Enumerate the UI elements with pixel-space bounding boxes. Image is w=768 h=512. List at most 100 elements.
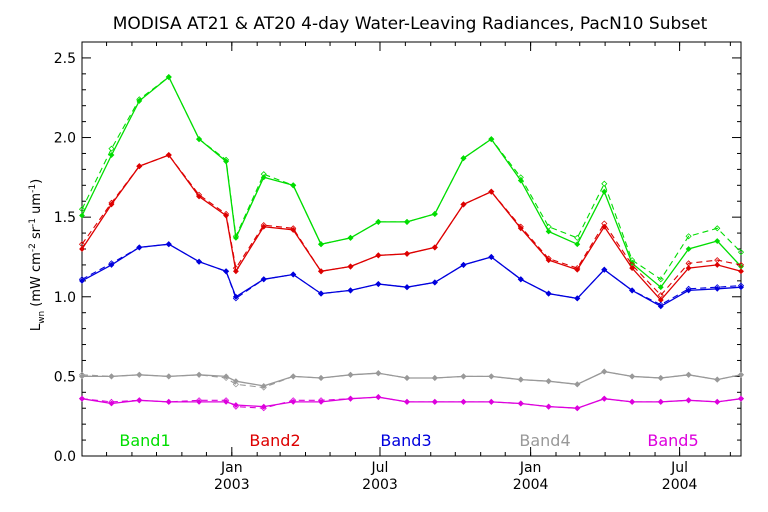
data-point	[232, 268, 239, 275]
data-point-dashed	[136, 96, 143, 103]
data-point	[685, 246, 692, 252]
data-point	[685, 265, 692, 272]
data-point-dashed	[165, 241, 172, 248]
data-point-dashed	[714, 225, 721, 232]
data-point-dashed	[347, 371, 354, 378]
data-point	[196, 371, 202, 378]
data-point-dashed	[545, 255, 552, 262]
data-point	[404, 375, 410, 381]
data-point	[714, 398, 721, 405]
data-point-dashed	[737, 395, 745, 402]
data-point-dashed	[488, 398, 495, 405]
x-tick-label-year: 2004	[513, 477, 549, 493]
data-point-dashed	[460, 201, 467, 208]
data-point-dashed	[165, 373, 172, 380]
data-point-dashed	[165, 73, 172, 81]
data-point	[232, 234, 239, 241]
data-point	[136, 371, 143, 378]
data-point-dashed	[714, 398, 721, 405]
legend-entry-band4: Band4	[519, 431, 570, 450]
data-point-dashed	[685, 233, 692, 240]
y-tick-label: 1.5	[54, 210, 76, 226]
data-point-dashed	[232, 265, 239, 272]
data-point	[290, 373, 297, 380]
data-point-dashed	[737, 282, 745, 289]
data-point-dashed	[317, 374, 325, 382]
data-point-dashed	[601, 368, 608, 375]
data-point	[714, 376, 721, 383]
data-point	[545, 290, 552, 297]
data-point	[79, 395, 85, 402]
data-point-dashed	[232, 295, 239, 302]
data-point	[629, 398, 636, 405]
data-point-dashed	[431, 210, 438, 218]
data-point	[431, 211, 438, 217]
data-point-dashed	[601, 266, 608, 273]
data-point-dashed	[545, 378, 552, 385]
y-axis-label-sub: wn	[37, 311, 47, 324]
data-point-dashed	[545, 403, 552, 410]
series-line-dashed-band2	[81, 154, 742, 297]
data-point-dashed	[232, 381, 239, 388]
data-point	[517, 177, 524, 184]
data-point-dashed	[290, 225, 297, 232]
legend: Band1 Band2 Band3 Band4 Band5	[119, 431, 698, 450]
data-point-dashed	[232, 403, 239, 410]
series-line-band4	[82, 370, 742, 387]
data-point-dashed	[431, 244, 438, 251]
data-point	[601, 368, 608, 375]
data-point-dashed	[685, 260, 692, 267]
data-point	[375, 394, 382, 401]
data-point	[545, 378, 552, 385]
x-tick-label-year: 2003	[362, 477, 398, 493]
data-point	[629, 265, 636, 272]
y-tick-label: 0.0	[54, 449, 76, 465]
data-point	[375, 370, 382, 377]
data-point-dashed	[375, 280, 382, 288]
y-axis: 0.0 0.5 1.0 1.5 2.0 2.5	[54, 51, 741, 465]
data-point	[108, 152, 115, 158]
data-point	[108, 373, 115, 380]
data-point-dashed	[347, 263, 354, 270]
data-point-dashed	[78, 395, 86, 402]
data-point-dashed	[290, 271, 297, 278]
data-point	[601, 223, 608, 230]
data-point	[404, 250, 410, 257]
data-point-dashed	[488, 373, 495, 380]
data-point-dashed	[317, 290, 325, 297]
x-tick-label-year: 2003	[214, 477, 250, 493]
data-point	[232, 293, 239, 300]
data-point-dashed	[685, 371, 692, 378]
data-point	[431, 375, 438, 381]
data-point	[347, 263, 354, 270]
data-point	[488, 398, 495, 405]
data-point-dashed	[517, 174, 524, 181]
series-line-band1	[81, 75, 742, 289]
data-point-dashed	[78, 241, 86, 248]
data-point	[574, 241, 581, 248]
x-tick-label-month: Jan	[519, 460, 542, 476]
data-point	[260, 403, 267, 410]
data-point	[517, 400, 524, 407]
data-point-dashed	[737, 249, 745, 256]
data-point-dashed	[574, 265, 581, 272]
plot-frame	[81, 41, 742, 457]
data-point-dashed	[223, 374, 230, 382]
data-point	[136, 397, 143, 404]
y-axis-label-main: L	[29, 323, 44, 331]
data-point-dashed	[108, 260, 115, 267]
data-point-dashed	[260, 171, 267, 178]
data-point-dashed	[375, 394, 382, 401]
x-tick-label-month: Jan	[220, 460, 243, 476]
data-point-dashed	[108, 398, 115, 405]
y-axis-label-sup2: -1	[28, 218, 38, 227]
data-point	[260, 174, 267, 181]
data-point-dashed	[290, 182, 297, 189]
data-point-dashed	[223, 156, 230, 163]
data-point-dashed	[260, 222, 267, 229]
data-point	[488, 373, 495, 380]
data-point	[347, 287, 354, 294]
chart-title: MODISA AT21 & AT20 4-day Water-Leaving R…	[113, 14, 708, 34]
